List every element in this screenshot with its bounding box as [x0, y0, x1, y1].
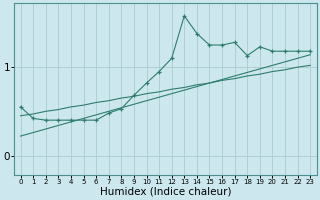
X-axis label: Humidex (Indice chaleur): Humidex (Indice chaleur)	[100, 187, 231, 197]
